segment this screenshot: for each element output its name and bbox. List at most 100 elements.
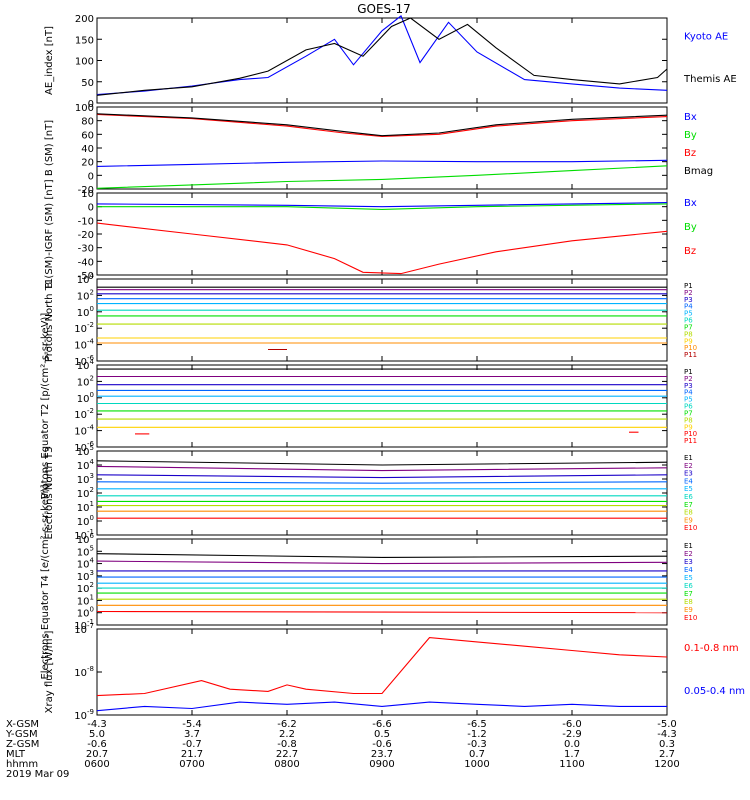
x-row-value: 0600 (84, 759, 109, 770)
legend-p11: P11 (684, 437, 697, 445)
legend-e7: E7 (684, 501, 693, 509)
y-tick-label: 150 (75, 35, 94, 46)
panel-frame (96, 278, 668, 362)
x-row-value: -0.3 (467, 739, 487, 750)
legend-e7: E7 (684, 590, 693, 598)
y-tick-label: -50 (78, 271, 94, 282)
x-row-name: Y-GSM (5, 729, 38, 740)
plot-date: 2019 Mar 09 (6, 769, 69, 780)
y-tick-label: -20 (78, 230, 94, 241)
x-row-name: Z-GSM (6, 739, 39, 750)
y-tick-label: 0 (88, 99, 94, 110)
legend-bx: Bx (684, 198, 697, 209)
x-row-value: -6.0 (562, 719, 582, 730)
series-line-e2 (96, 560, 668, 565)
x-row-value: -4.3 (657, 729, 677, 740)
legend-e1: E1 (684, 542, 693, 550)
legend-e3: E3 (684, 470, 693, 478)
y-tick-label: 40 (81, 144, 94, 155)
y-tick-label: 200 (75, 14, 94, 25)
x-row-value: 20.7 (86, 749, 108, 760)
y-tick-label: 102 (77, 374, 94, 388)
x-row-value: -0.6 (372, 739, 392, 750)
y-axis-label: AE_index [nT] (44, 26, 55, 95)
x-row-name: X-GSM (6, 719, 39, 730)
y-axis-label: Protons Equator T2 [p/(cm²-s-sr-keV)] (40, 313, 51, 500)
series-line-e3 (96, 474, 668, 479)
series-line-e1 (96, 460, 668, 466)
y-tick-label: 101 (77, 500, 94, 514)
series-line-0-05-0-4-nm (96, 701, 667, 712)
y-tick-label: 100 (75, 103, 94, 114)
legend-p6: P6 (684, 317, 693, 325)
legend-bx: Bx (684, 112, 697, 123)
x-row-value: -6.6 (372, 719, 392, 730)
y-axis-label: Electrons North T3 (44, 446, 55, 539)
x-row-value: -6.2 (277, 719, 297, 730)
legend-p5: P5 (684, 310, 693, 318)
legend-bz: Bz (684, 148, 696, 159)
series-line-kyoto-ae (96, 15, 668, 96)
y-axis-label: Electrons Equator T4 [e/(cm²-s-sr-keV)] (40, 484, 51, 679)
y-tick-label: 104 (77, 358, 95, 372)
y-tick-label: 100 (77, 391, 94, 405)
y-tick-label: 80 (81, 117, 94, 128)
legend-themis-ae: Themis AE (683, 74, 737, 85)
legend-p10: P10 (684, 430, 697, 438)
y-tick-label: 60 (81, 130, 94, 141)
x-row-value: 1200 (654, 759, 679, 770)
series-line-by (97, 203, 668, 210)
legend-by: By (684, 130, 697, 141)
x-row-value: 0700 (179, 759, 204, 770)
series-line-bz (96, 222, 668, 275)
legend-p7: P7 (684, 409, 693, 417)
panel-1: 0 50 100 150 200 AE_index [nT] Kyoto AE Themis … (44, 14, 737, 110)
y-tick-label: 100 (75, 57, 94, 68)
x-row-value: 0900 (369, 759, 394, 770)
panel-2: -20 0 20 40 60 80 100 B (SM) [nT] Bx By Bz Bmag (44, 103, 713, 196)
legend-p9: P9 (684, 423, 693, 431)
legend-by: By (684, 222, 697, 233)
x-row-value: 1000 (464, 759, 489, 770)
y-tick-label: 10-2 (74, 321, 94, 335)
series-line-bx (96, 202, 668, 208)
series-line-e2 (96, 465, 668, 472)
legend-p9: P9 (684, 337, 693, 345)
y-tick-label: 105 (77, 444, 94, 458)
x-row-value: -2.9 (562, 729, 582, 740)
x-row-value: -5.4 (182, 719, 202, 730)
legend-kyoto-ae: Kyoto AE (684, 32, 728, 43)
y-tick-label: 102 (77, 486, 94, 500)
legend-p7: P7 (684, 323, 693, 331)
y-tick-label: 20 (81, 158, 94, 169)
legend-e5: E5 (684, 485, 693, 493)
y-tick-label: 10-4 (74, 338, 94, 352)
legend-p8: P8 (684, 330, 693, 338)
x-row-value: 23.7 (371, 749, 393, 760)
legend-bmag: Bmag (684, 166, 713, 177)
series-line-e10 (96, 610, 668, 614)
x-row-value: 2.7 (659, 749, 675, 760)
legend-p1: P1 (684, 368, 693, 376)
x-row-value: 0.3 (659, 739, 675, 750)
x-row-value: -0.6 (87, 739, 107, 750)
legend-p1: P1 (684, 282, 693, 290)
series-line-bz (96, 113, 668, 137)
panel-frame (96, 628, 668, 716)
legend-p3: P3 (684, 382, 693, 390)
legend-e2: E2 (684, 550, 693, 558)
legend-0-05-0-4-nm: 0.05-0.4 nm (684, 686, 745, 697)
y-tick-label: 0 (88, 203, 94, 214)
x-row-name: MLT (6, 749, 26, 760)
y-axis-label: B (SM)-IGRF (SM) [nT] (44, 179, 55, 288)
series-line-themis-ae (96, 17, 668, 96)
y-tick-label: 10-7 (74, 622, 94, 636)
legend-e6: E6 (684, 493, 693, 501)
x-row-value: -0.8 (277, 739, 297, 750)
x-row-value: -4.3 (87, 719, 107, 730)
legend-e8: E8 (684, 509, 693, 517)
legend-p11: P11 (684, 351, 697, 359)
x-row-value: 0.5 (374, 729, 390, 740)
x-axis-labels: X-GSM -4.3 -5.4 -6.2 -6.6 -6.5 -6.0 -5.0 Y-GSM 5.… (5, 719, 680, 780)
